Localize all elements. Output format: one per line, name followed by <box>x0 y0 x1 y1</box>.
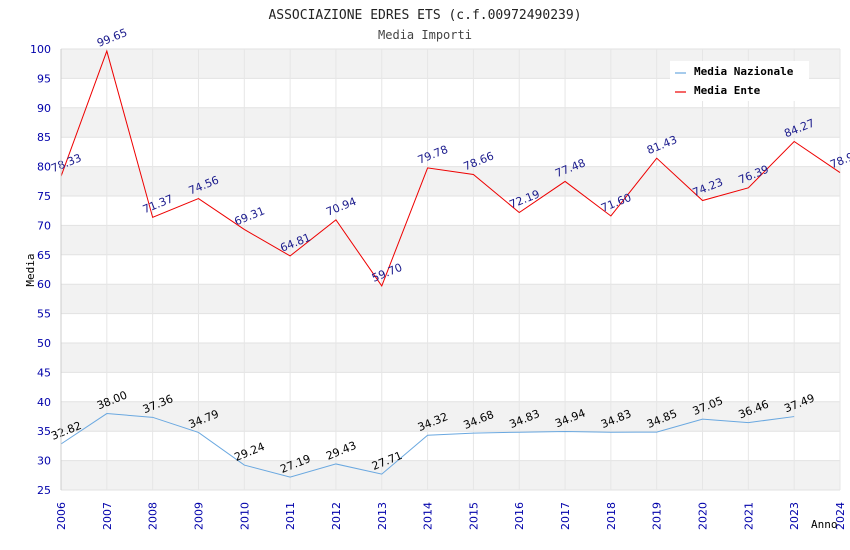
x-tick-label: 2017 <box>559 502 572 530</box>
y-tick-label: 40 <box>37 396 51 409</box>
x-tick-label: 2020 <box>697 502 710 530</box>
y-tick-label: 25 <box>37 484 51 497</box>
x-tick-label: 2006 <box>55 502 68 530</box>
y-tick-label: 95 <box>37 72 51 85</box>
grid-band <box>61 225 840 255</box>
x-tick-label: 2021 <box>742 502 755 530</box>
x-tick-label: 2013 <box>376 502 389 530</box>
legend-box <box>670 61 809 101</box>
x-axis-label: Anno <box>811 518 838 531</box>
x-tick-label: 2008 <box>147 502 160 530</box>
grid-band <box>61 343 840 373</box>
x-tick-label: 2009 <box>192 502 205 530</box>
y-tick-label: 100 <box>30 43 51 56</box>
y-tick-label: 50 <box>37 337 51 350</box>
x-tick-label: 2007 <box>101 502 114 530</box>
y-tick-label: 35 <box>37 425 51 438</box>
legend-label-ente: Media Ente <box>694 84 761 97</box>
y-tick-label: 65 <box>37 249 51 262</box>
data-label: 99.65 <box>95 26 129 50</box>
x-tick-label: 2023 <box>788 502 801 530</box>
y-tick-label: 30 <box>37 455 51 468</box>
y-tick-label: 85 <box>37 131 51 144</box>
plot-area: 25 30 35 40 45 50 55 60 65 70 75 80 85 90 95 100 2006 200… <box>30 26 850 530</box>
y-tick-label: 45 <box>37 366 51 379</box>
legend-label-nazionale: Media Nazionale <box>694 65 794 78</box>
grid-band <box>61 284 840 314</box>
x-tick-label: 2024 <box>834 502 847 530</box>
x-tick-label: 2012 <box>330 502 343 530</box>
chart-subtitle: Media Importi <box>378 28 472 42</box>
x-tick-label: 2015 <box>467 502 480 530</box>
chart-title: ASSOCIAZIONE EDRES ETS (c.f.00972490239) <box>268 8 581 23</box>
x-tick-label: 2010 <box>238 502 251 530</box>
x-tick-label: 2019 <box>651 502 664 530</box>
legend: Media Nazionale Media Ente <box>670 61 809 101</box>
y-tick-label: 80 <box>37 161 51 174</box>
x-tick-label: 2018 <box>605 502 618 530</box>
grid-band <box>61 401 840 432</box>
x-tick-label: 2014 <box>422 502 435 530</box>
y-tick-label: 75 <box>37 190 51 203</box>
y-tick-label: 90 <box>37 102 51 115</box>
y-tick-label: 55 <box>37 308 51 321</box>
y-axis-label: Media <box>24 253 37 286</box>
x-tick-label: 2011 <box>284 502 297 530</box>
y-tick-label: 70 <box>37 219 51 232</box>
series-line-nazionale <box>60 413 795 478</box>
y-tick-label: 60 <box>37 278 51 291</box>
x-tick-label: 2016 <box>513 502 526 530</box>
series-line-ente <box>60 49 841 288</box>
grid-band <box>61 107 840 138</box>
grid-band <box>61 460 840 490</box>
